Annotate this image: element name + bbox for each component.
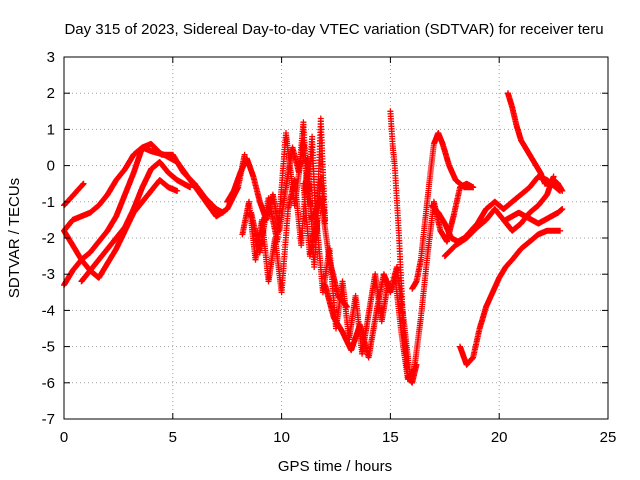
axis-tick-labels: 0 5 10 15 20 25 -7 -6 -5 -4 -3 -2 -1 0 1 2 3 xyxy=(42,49,617,446)
series-track-15 xyxy=(441,173,557,260)
y-tick-label: 2 xyxy=(47,85,55,102)
x-tick-label: 20 xyxy=(491,429,508,446)
y-tick-label: -1 xyxy=(42,194,55,211)
y-tick-label: 0 xyxy=(47,158,55,175)
axis-ticks xyxy=(63,56,609,420)
series-track-3 xyxy=(61,180,87,209)
y-tick-label: -6 xyxy=(42,375,55,392)
point-markers xyxy=(322,264,413,379)
x-tick-label: 0 xyxy=(60,429,68,446)
series-track-17 xyxy=(504,90,566,194)
series-track-18 xyxy=(502,206,566,227)
y-tick-label: 1 xyxy=(47,121,55,138)
series-track-13 xyxy=(409,130,477,292)
x-tick-label: 5 xyxy=(169,429,177,446)
point-markers xyxy=(502,206,566,227)
point-markers xyxy=(504,90,566,194)
data-points xyxy=(61,90,566,386)
point-markers xyxy=(78,159,194,285)
point-markers xyxy=(441,173,557,260)
y-tick-label: -3 xyxy=(42,266,55,283)
series-track-16 xyxy=(457,227,564,368)
grid xyxy=(64,57,608,419)
point-markers xyxy=(61,180,87,209)
x-axis-label: GPS time / hours xyxy=(278,458,392,475)
series-track-5 xyxy=(78,159,194,285)
y-tick-label: -4 xyxy=(42,302,55,319)
y-tick-label: -7 xyxy=(42,411,55,428)
y-tick-label: 3 xyxy=(47,49,55,66)
x-tick-label: 10 xyxy=(273,429,290,446)
point-markers xyxy=(457,227,564,368)
series-track-10 xyxy=(322,264,413,379)
chart-title: Day 315 of 2023, Sidereal Day-to-day VTE… xyxy=(64,21,603,38)
x-tick-label: 25 xyxy=(600,429,617,446)
point-markers xyxy=(409,130,477,292)
y-tick-label: -2 xyxy=(42,230,55,247)
y-tick-label: -5 xyxy=(42,339,55,356)
x-tick-label: 15 xyxy=(382,429,399,446)
y-axis-label: SDTVAR / TECUs xyxy=(6,178,23,298)
